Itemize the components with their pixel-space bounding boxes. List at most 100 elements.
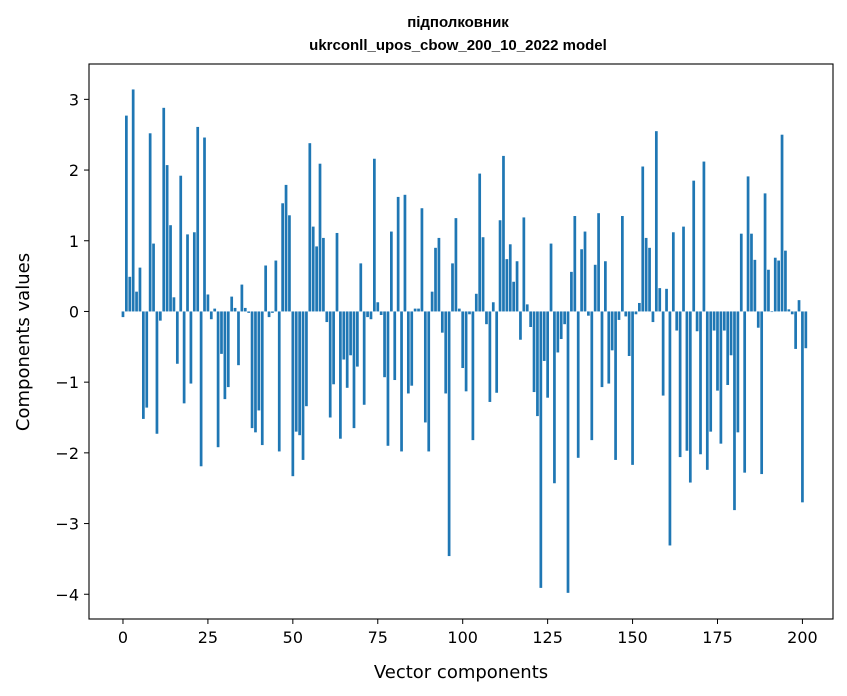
bar-78	[386, 311, 390, 446]
bars-group	[121, 89, 808, 593]
bar-130	[563, 311, 566, 325]
bar-54	[305, 311, 308, 407]
y-tick-label: −2	[55, 444, 79, 463]
bar-172	[705, 311, 709, 470]
x-tick-label: 175	[702, 628, 733, 647]
bar-62	[332, 311, 335, 385]
bar-149	[627, 311, 631, 356]
bar-145	[614, 311, 617, 460]
bar-105	[478, 173, 482, 312]
bar-2	[128, 276, 132, 312]
x-tick-label: 200	[787, 628, 818, 647]
bar-70	[359, 263, 363, 312]
bar-90	[427, 311, 431, 452]
bar-195	[784, 250, 787, 312]
bar-23	[199, 311, 203, 467]
bar-45	[274, 260, 278, 312]
bar-154	[644, 237, 648, 312]
bar-33	[233, 307, 237, 312]
bar-14	[169, 225, 172, 312]
x-tick-label: 50	[283, 628, 303, 647]
bar-139	[593, 264, 597, 312]
bar-55	[308, 143, 312, 312]
bar-104	[474, 293, 478, 312]
y-tick-label: −1	[55, 373, 79, 392]
bar-29	[220, 311, 223, 354]
bar-119	[525, 304, 529, 312]
bar-183	[743, 311, 747, 473]
bar-128	[556, 311, 560, 353]
bar-86	[413, 308, 417, 312]
bar-112	[502, 155, 505, 312]
bar-43	[267, 311, 271, 318]
bar-138	[590, 311, 594, 441]
bar-10	[155, 311, 159, 434]
bar-71	[362, 311, 366, 405]
y-tick-label: 1	[69, 232, 79, 251]
bar-167	[688, 311, 692, 483]
bar-187	[756, 311, 760, 328]
bar-174	[712, 311, 716, 331]
bar-39	[254, 311, 257, 433]
bar-166	[685, 311, 689, 451]
bar-188	[760, 311, 764, 475]
bar-88	[420, 208, 424, 312]
bar-17	[179, 175, 183, 312]
bar-156	[651, 311, 655, 323]
chart-title: підполковник	[407, 14, 509, 31]
bar-120	[529, 311, 532, 327]
bar-193	[777, 260, 780, 312]
bar-40	[257, 311, 261, 411]
bar-108	[488, 311, 492, 402]
bar-186	[753, 259, 757, 312]
x-tick-label: 125	[532, 628, 563, 647]
bar-82	[400, 311, 403, 452]
bar-170	[699, 311, 702, 455]
bar-20	[189, 311, 193, 384]
bar-109	[491, 302, 495, 312]
bar-57	[315, 246, 318, 312]
x-tick-label: 100	[447, 628, 478, 647]
bar-1	[125, 115, 128, 312]
bar-162	[671, 232, 675, 312]
bar-15	[172, 297, 176, 312]
bar-9	[152, 243, 155, 312]
bar-161	[668, 311, 672, 546]
bar-124	[542, 311, 546, 361]
bar-66	[345, 311, 349, 388]
bar-160	[665, 288, 668, 312]
bar-6	[142, 311, 145, 419]
bar-46	[277, 311, 281, 452]
bar-91	[430, 291, 434, 312]
bar-196	[787, 309, 791, 312]
bar-122	[536, 311, 539, 417]
bar-184	[746, 176, 750, 312]
bar-80	[393, 311, 397, 381]
bar-194	[780, 134, 784, 312]
x-tick-label: 75	[368, 628, 388, 647]
x-tick-label: 25	[198, 628, 218, 647]
bar-77	[383, 311, 386, 378]
bar-47	[281, 203, 284, 312]
bar-51	[294, 311, 298, 432]
bar-18	[182, 311, 186, 404]
bar-37	[247, 311, 251, 313]
bar-141	[600, 311, 604, 388]
bar-100	[461, 311, 465, 369]
bar-41	[260, 311, 264, 446]
bar-27	[213, 308, 217, 312]
bar-12	[162, 107, 166, 312]
bar-150	[631, 311, 634, 465]
bar-152	[638, 302, 641, 312]
bar-92	[434, 247, 437, 312]
bar-96	[447, 311, 451, 557]
y-tick-label: −4	[55, 585, 79, 604]
bar-22	[196, 126, 200, 312]
bar-102	[468, 311, 471, 315]
bar-143	[607, 311, 611, 384]
bar-201	[804, 311, 808, 349]
bar-61	[328, 311, 332, 418]
bar-93	[437, 237, 441, 312]
x-axis-ticks: 0 25 50 75 100 125 150 175 200	[118, 619, 818, 647]
bar-131	[566, 311, 570, 593]
